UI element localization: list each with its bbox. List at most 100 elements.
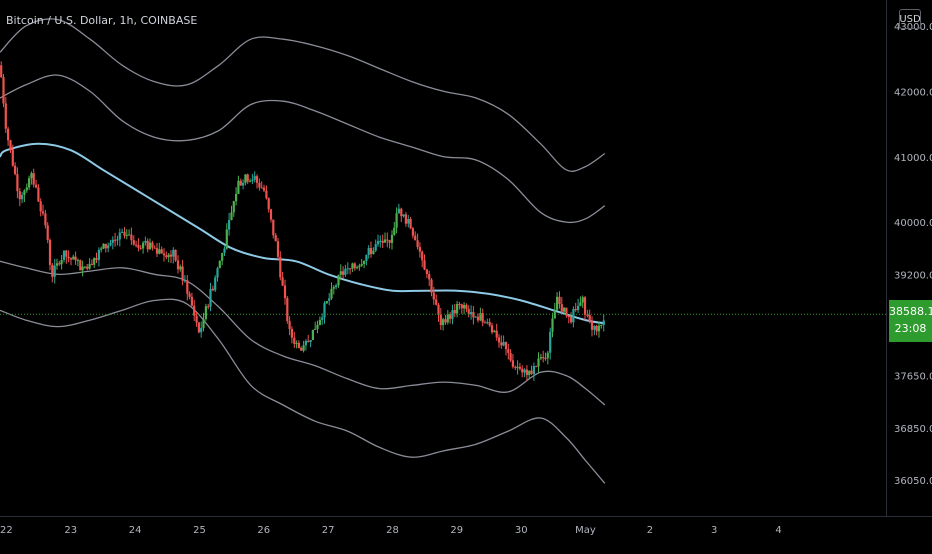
candle-body (232, 201, 235, 213)
price-axis[interactable]: 43000.00 42000.00 41000.00 40000.00 39200.00… (894, 22, 932, 487)
candle-body (148, 242, 152, 250)
candle-body (423, 260, 426, 270)
candle-body (353, 263, 356, 269)
candle-body (144, 240, 147, 243)
time-axis-tick: 4 (775, 525, 781, 536)
candle-body (542, 357, 545, 359)
candle-body (467, 308, 470, 315)
candle-body (521, 368, 524, 373)
candle-body (581, 297, 584, 303)
price-axis-tick: 36050.00 (894, 476, 932, 487)
candle-body (593, 325, 596, 330)
candle-body (579, 302, 582, 306)
price-axis-tick: 42000.00 (894, 87, 932, 98)
candle-body (181, 266, 184, 281)
candle-body (109, 242, 112, 246)
candle-body (495, 330, 498, 338)
candle-body (204, 306, 207, 320)
bar-countdown: 23:08 (894, 322, 927, 335)
candle-body (281, 277, 284, 286)
candle-body (83, 266, 86, 268)
price-axis-tick: 41000.00 (894, 153, 932, 164)
candle-body (588, 315, 591, 322)
candle-body (295, 342, 298, 344)
candle-body (332, 287, 335, 289)
candle-body (318, 319, 321, 325)
candle-body (160, 249, 163, 254)
candle-body (432, 292, 435, 300)
candle-body (297, 342, 300, 348)
candle-body (570, 317, 573, 323)
candle-body (509, 353, 512, 361)
candle-body (472, 312, 475, 318)
candle-body (386, 239, 389, 241)
candle-body (272, 219, 275, 236)
candle-body (221, 252, 224, 261)
candle-body (442, 319, 445, 326)
candle-body (239, 180, 242, 186)
candle-body (262, 187, 266, 191)
candle-body (435, 299, 438, 305)
candle-body (597, 325, 601, 332)
time-axis[interactable]: 22 23 24 25 26 27 28 29 30 May 2 3 4 (0, 525, 782, 536)
candle-body (223, 248, 226, 253)
candle-body (404, 214, 407, 224)
lower-band-inner (0, 260, 606, 406)
moving-average (0, 142, 605, 325)
candle-body (158, 249, 161, 254)
candle-body (153, 247, 156, 249)
candle-body (486, 322, 489, 324)
candle-body (309, 340, 312, 342)
candle-body (228, 220, 231, 230)
candle-body (102, 243, 105, 249)
candle-body (321, 317, 324, 320)
candle-body (95, 258, 98, 260)
candle-body (476, 316, 480, 321)
candle-body (470, 312, 473, 315)
candle-body (586, 314, 589, 316)
upper-band-inner (0, 74, 606, 224)
candle-body (365, 255, 368, 261)
candle-body (342, 271, 345, 275)
candle-body (18, 191, 21, 200)
candle-body (225, 229, 228, 249)
candle-body (451, 310, 454, 319)
candle-body (25, 187, 28, 191)
candle-body (488, 322, 491, 326)
candle-body (183, 280, 186, 282)
candle-body (600, 325, 603, 326)
candle-body (530, 370, 533, 374)
candle-body (114, 239, 117, 241)
candle-body (358, 265, 361, 268)
candle-body (535, 366, 538, 368)
candle-body (346, 268, 349, 270)
time-axis-tick: 23 (64, 525, 77, 536)
candle-body (393, 227, 396, 235)
candle-body (286, 298, 289, 322)
candle-body (323, 303, 326, 318)
currency-button[interactable]: USD (899, 9, 921, 29)
candle-body (388, 240, 391, 243)
price-axis-tick: 37650.00 (894, 372, 932, 383)
candle-body (165, 255, 168, 258)
candle-body (128, 234, 131, 236)
candle-body (481, 313, 484, 323)
candle-body (279, 256, 282, 278)
candle-body (546, 352, 549, 359)
candle-body (288, 321, 291, 329)
candle-body (395, 213, 398, 228)
candle-body (304, 340, 307, 346)
candle-body (428, 273, 431, 280)
candle-body (123, 231, 126, 236)
candle-body (511, 360, 514, 367)
candle-body (151, 242, 154, 248)
time-axis-tick: 26 (257, 525, 270, 536)
candle-body (202, 319, 205, 329)
candle-body (372, 250, 375, 255)
candle-body (32, 173, 35, 185)
candle-body (453, 310, 456, 314)
candle-body (330, 288, 333, 299)
candle-body (507, 349, 510, 353)
